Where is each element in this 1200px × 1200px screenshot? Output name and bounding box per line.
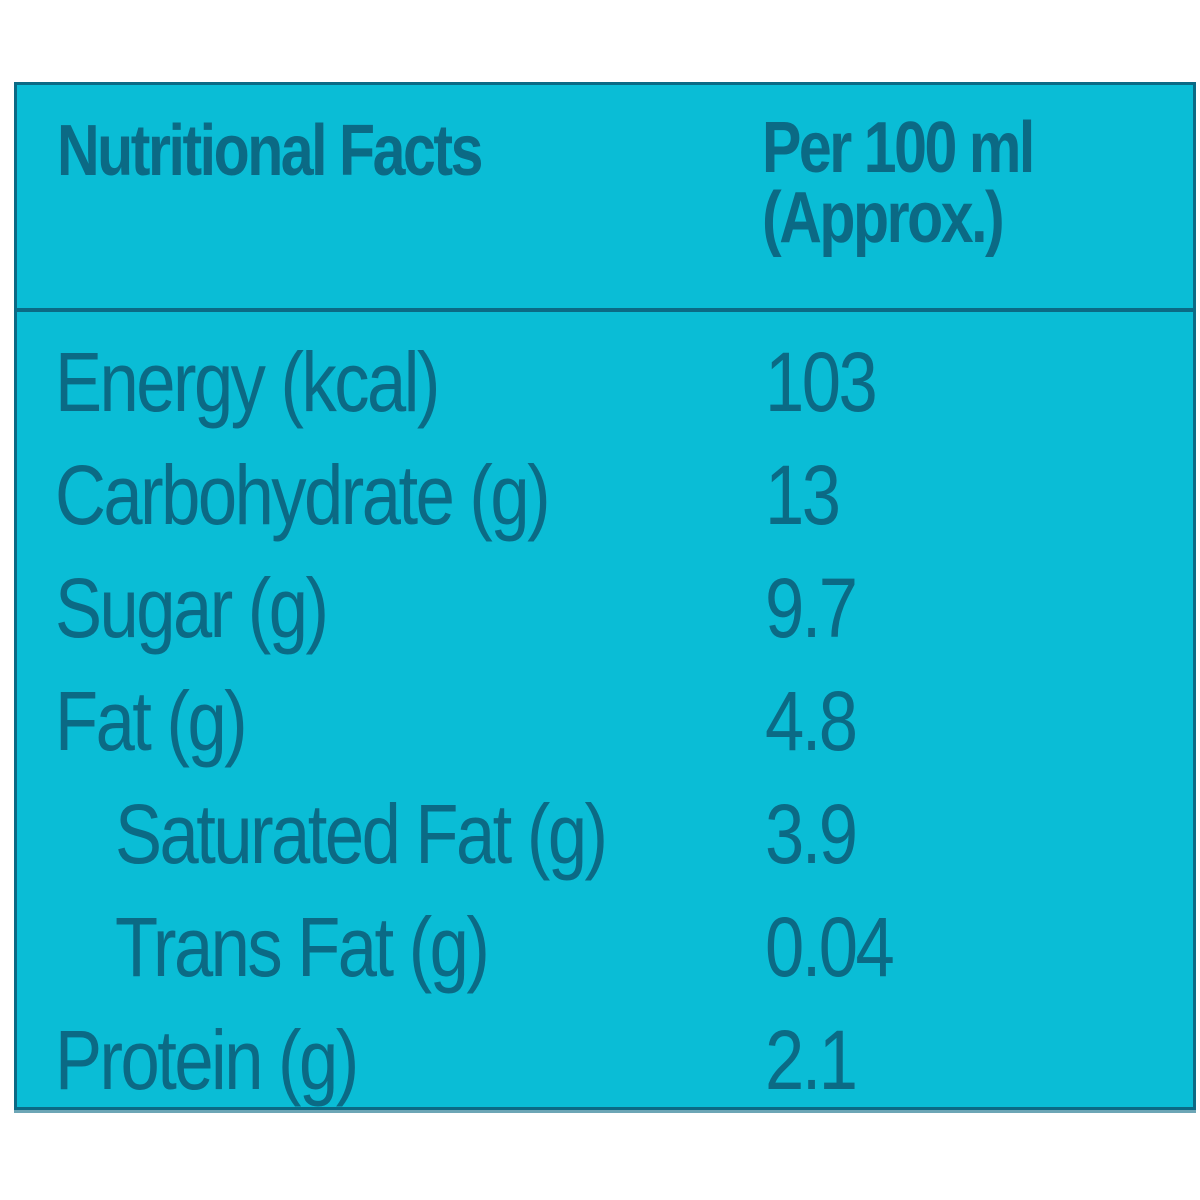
- nutrition-header: Nutritional Facts Per 100 ml (Approx.): [17, 85, 1193, 308]
- nutrient-row-sugar: Sugar (g) 9.7: [17, 553, 1193, 666]
- nutrient-row-energy: Energy (kcal) 103: [17, 327, 1193, 440]
- nutrient-row-fat: Fat (g) 4.8: [17, 666, 1193, 779]
- nutrient-label: Sugar (g): [55, 561, 329, 655]
- nutrient-value: 13: [765, 448, 841, 542]
- nutrient-value: 0.04: [765, 900, 895, 994]
- nutrient-value: 4.8: [765, 674, 858, 768]
- nutrient-row-trans-fat: Trans Fat (g) 0.04: [17, 892, 1193, 1005]
- nutrition-facts-panel: Nutritional Facts Per 100 ml (Approx.) E…: [14, 82, 1196, 1113]
- header-divider: [17, 308, 1193, 312]
- nutrient-label: Saturated Fat (g): [115, 787, 608, 881]
- nutrient-label: Energy (kcal): [55, 335, 440, 429]
- nutrient-list: Energy (kcal) 103 Carbohydrate (g) 13 Su…: [17, 327, 1193, 1118]
- nutrient-value: 103: [765, 335, 878, 429]
- nutrient-label: Carbohydrate (g): [55, 448, 551, 542]
- nutrient-label: Fat (g): [55, 674, 248, 768]
- nutrient-value: 3.9: [765, 787, 858, 881]
- nutrient-label: Protein (g): [55, 1013, 359, 1107]
- nutrient-value: 2.1: [765, 1013, 858, 1107]
- nutrient-value: 9.7: [765, 561, 858, 655]
- nutrient-row-carbohydrate: Carbohydrate (g) 13: [17, 440, 1193, 553]
- serving-basis-line2: (Approx.): [762, 178, 1005, 258]
- serving-basis-header: Per 100 ml (Approx.): [762, 108, 1035, 258]
- nutrient-label: Trans Fat (g): [115, 900, 490, 994]
- nutrient-row-protein: Protein (g) 2.1: [17, 1005, 1193, 1118]
- nutrient-row-saturated-fat: Saturated Fat (g) 3.9: [17, 779, 1193, 892]
- serving-basis-line1: Per 100 ml: [762, 108, 1035, 188]
- nutrition-title: Nutritional Facts: [57, 111, 483, 191]
